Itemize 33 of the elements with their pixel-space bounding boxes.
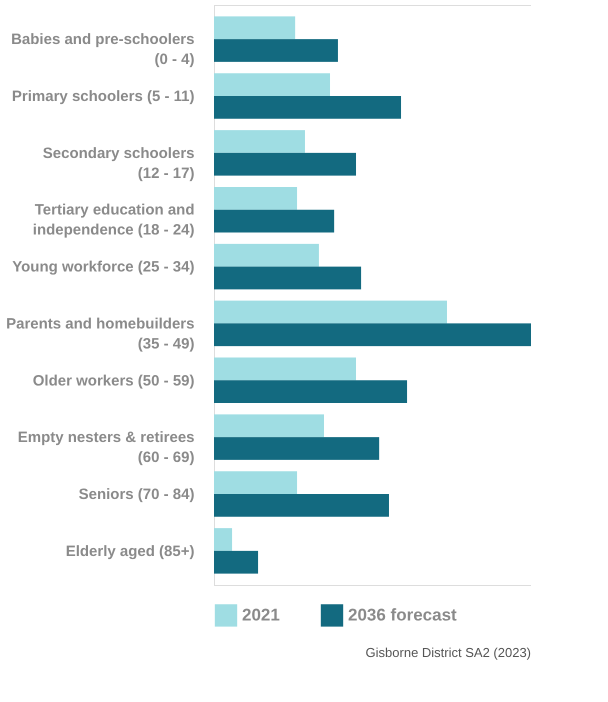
- legend-label: 2021: [242, 605, 280, 624]
- y-tick-label: Tertiary education and independence (18 - 24): [32, 202, 194, 239]
- bar: [214, 152, 356, 176]
- y-tick-label: Older workers (50 - 59): [32, 372, 195, 390]
- bar: [214, 39, 338, 62]
- text: Gisborne District SA2 (2023): [366, 645, 531, 660]
- bar: [214, 471, 298, 494]
- bar: [214, 414, 324, 438]
- bar: [214, 437, 380, 460]
- bar: [214, 73, 330, 96]
- bar: [214, 323, 531, 346]
- y-tick-label: Secondary schoolers (12 - 17): [42, 144, 194, 182]
- bar: [214, 358, 356, 380]
- bar: [214, 186, 298, 210]
- bar: [214, 130, 305, 153]
- y-tick-label: Seniors (70 - 84): [78, 486, 194, 504]
- y-tick-label: Babies and pre-schoolers (0 - 4): [11, 31, 194, 68]
- bar: [214, 266, 362, 290]
- y-tick-label: Parents and homebuilders (35 - 49): [6, 315, 194, 352]
- bar: [214, 16, 296, 40]
- y-tick-label: Empty nesters & retirees (60 - 69): [18, 429, 194, 466]
- y-tick-label: Primary schoolers (5 - 11): [12, 88, 194, 105]
- bar: [214, 550, 258, 574]
- legend-label: 2036 forecast: [348, 605, 458, 624]
- y-tick-label: Elderly aged (85+): [66, 542, 194, 560]
- bar: [214, 96, 402, 119]
- bar: [214, 528, 232, 551]
- y-tick-label: Young workforce (25 - 34): [12, 258, 194, 276]
- bar: [214, 210, 334, 232]
- bar: [214, 244, 319, 267]
- bar: [214, 300, 447, 324]
- bar: [214, 380, 408, 404]
- bar: [214, 494, 389, 517]
